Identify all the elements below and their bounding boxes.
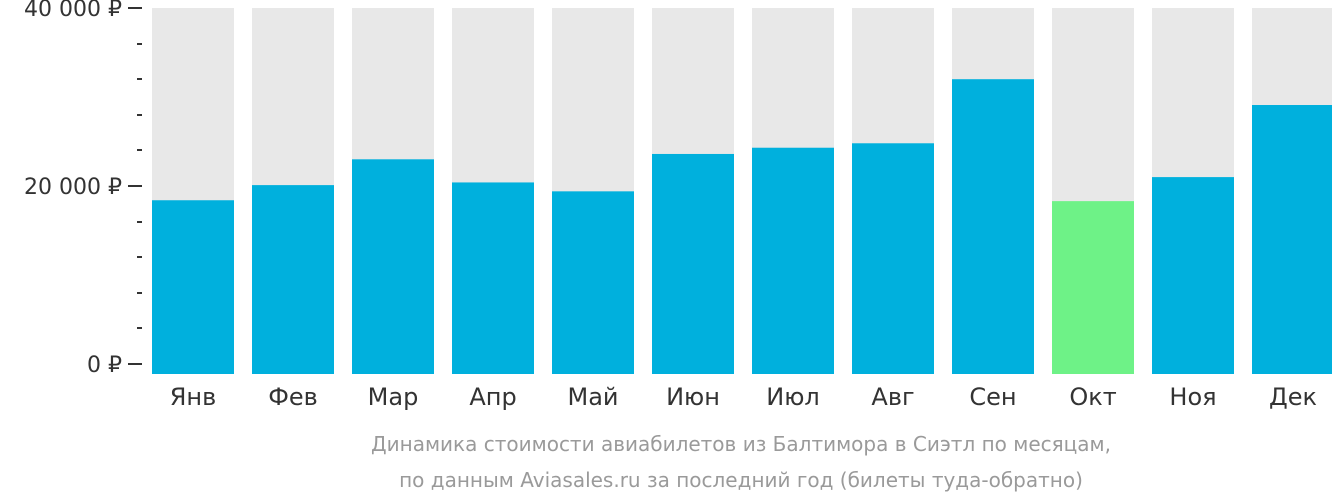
bar-5 — [552, 191, 634, 374]
bar-10 — [1052, 201, 1134, 374]
x-tick-label: Сен — [969, 383, 1016, 411]
bar-8 — [852, 143, 934, 374]
x-tick-label: Окт — [1069, 383, 1116, 411]
bar-2 — [252, 185, 334, 374]
y-axis: 0 ₽ 20 000 ₽ 40 000 ₽ — [24, 0, 142, 378]
bar-6 — [652, 153, 734, 374]
x-tick-label: Июн — [666, 383, 720, 411]
x-axis-labels: Янв Фев Мар Апр Май Июн Июл Авг Сен Окт Ноя Дек — [170, 383, 1317, 411]
bar-12 — [1252, 105, 1332, 374]
x-tick-label: Янв — [170, 383, 217, 411]
bar-7 — [752, 147, 834, 374]
y-tick-label: 0 ₽ — [87, 353, 122, 378]
bar-4 — [452, 182, 534, 374]
x-tick-label: Май — [567, 383, 618, 411]
x-tick-label: Дек — [1269, 383, 1317, 411]
x-tick-label: Фев — [268, 383, 318, 411]
bar-11 — [1152, 177, 1234, 374]
bars-layer — [152, 8, 1332, 374]
x-tick-label: Мар — [368, 383, 419, 411]
bar-9 — [952, 79, 1034, 374]
x-tick-label: Ноя — [1169, 383, 1216, 411]
chart-caption-line-1: Динамика стоимости авиабилетов из Балтим… — [371, 432, 1111, 456]
x-tick-label: Авг — [871, 383, 914, 411]
y-tick-label: 40 000 ₽ — [24, 0, 122, 22]
bar-1 — [152, 200, 234, 374]
chart-caption-line-2: по данным Aviasales.ru за последний год … — [399, 468, 1083, 492]
x-tick-label: Апр — [469, 383, 516, 411]
bar-3 — [352, 159, 434, 374]
y-tick-label: 20 000 ₽ — [24, 175, 122, 200]
x-tick-label: Июл — [766, 383, 820, 411]
